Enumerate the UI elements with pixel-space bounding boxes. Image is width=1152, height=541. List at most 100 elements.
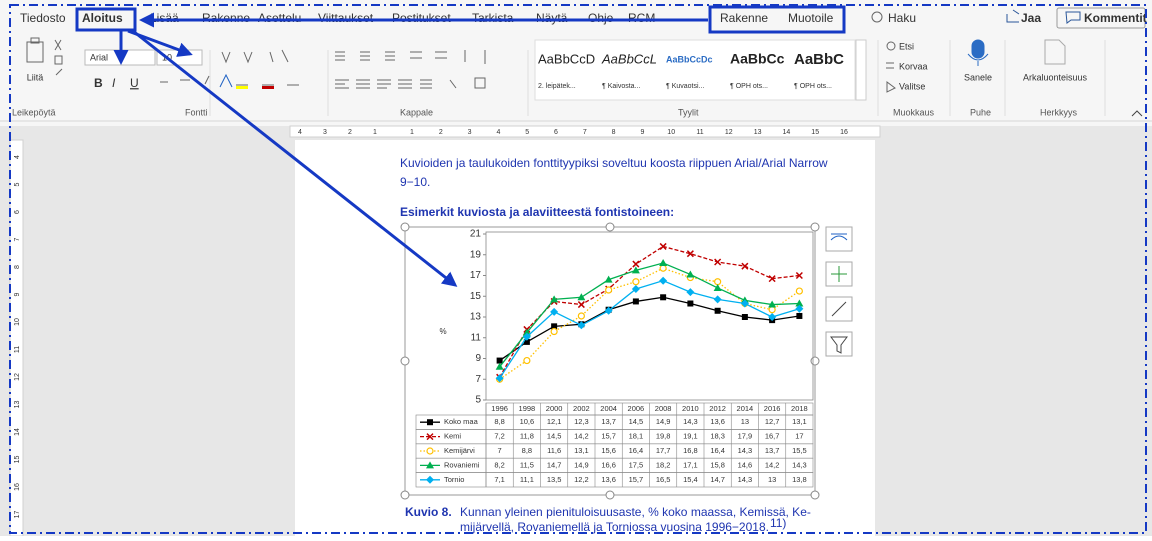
- share-button[interactable]: Jaa: [1021, 11, 1041, 25]
- table-value: 13: [768, 475, 776, 484]
- ruler-number: 2: [348, 129, 352, 136]
- table-value: 13: [741, 417, 749, 426]
- table-value: 13,7: [765, 446, 780, 455]
- style-name[interactable]: ¶ OPH ots...: [730, 83, 768, 90]
- style-sample[interactable]: AaBbCcL: [601, 51, 657, 66]
- style-sample[interactable]: AaBbCcD: [538, 51, 595, 66]
- table-value: 14,5: [629, 417, 644, 426]
- marker: [687, 301, 693, 307]
- group-label: Puhe: [970, 107, 991, 117]
- ribbon-tab[interactable]: Postitukset: [392, 11, 451, 25]
- handle[interactable]: [401, 357, 409, 365]
- x-tick-label: 2008: [655, 404, 672, 413]
- marker: [578, 313, 584, 319]
- handle[interactable]: [606, 491, 614, 499]
- style-sample[interactable]: AaBbCcDc: [666, 54, 713, 64]
- ribbon-tab[interactable]: Aloitus: [82, 11, 123, 25]
- ruler-number: 14: [14, 428, 21, 436]
- ruler-number: 12: [14, 373, 21, 381]
- legend-label: Tornio: [444, 475, 464, 484]
- ribbon-tab[interactable]: Viittaukset: [318, 11, 374, 25]
- handle[interactable]: [811, 491, 819, 499]
- table-value: 13,5: [547, 475, 562, 484]
- table-value: 10,6: [520, 417, 535, 426]
- handle[interactable]: [606, 223, 614, 231]
- handle[interactable]: [401, 223, 409, 231]
- ribbon-tab[interactable]: Tiedosto: [20, 11, 66, 25]
- ribbon-tab[interactable]: Muotoile: [788, 11, 834, 25]
- y-tick-label: 11: [471, 332, 482, 343]
- table-value: 14,3: [792, 460, 807, 469]
- styles-gallery: [535, 40, 855, 100]
- table-value: 17: [795, 432, 803, 441]
- marker: [769, 307, 775, 313]
- ruler-number: 15: [811, 129, 819, 136]
- editing-command[interactable]: Etsi: [899, 41, 914, 51]
- table-value: 16,4: [629, 446, 644, 455]
- search-box[interactable]: Haku: [888, 11, 916, 25]
- y-tick-label: 21: [470, 229, 482, 240]
- table-value: 17,5: [629, 460, 644, 469]
- style-name[interactable]: ¶ Kuvaotsi...: [666, 83, 704, 90]
- ruler-number: 7: [583, 129, 587, 136]
- y-tick-label: 5: [475, 395, 481, 406]
- ribbon-tab[interactable]: Ohje: [588, 11, 614, 25]
- table-value: 13,6: [601, 475, 616, 484]
- marker: [606, 287, 612, 293]
- style-name[interactable]: ¶ OPH ots...: [794, 83, 832, 90]
- handle[interactable]: [811, 357, 819, 365]
- ribbon-tab[interactable]: Rakenne: [720, 11, 768, 25]
- y-tick-label: 15: [470, 291, 482, 302]
- table-value: 14,9: [574, 460, 589, 469]
- handle[interactable]: [401, 491, 409, 499]
- ruler-number: 11: [696, 129, 703, 136]
- y-tick-label: 13: [470, 312, 482, 323]
- marker: [796, 313, 802, 319]
- ribbon-tab[interactable]: Rakenne: [202, 11, 250, 25]
- marker: [715, 308, 721, 314]
- caption-footnote: 11): [770, 516, 786, 530]
- paste-button[interactable]: Liitä: [27, 72, 44, 82]
- body-text: Kuvioiden ja taulukoiden fonttityypiksi …: [400, 156, 828, 170]
- table-value: 12,2: [574, 475, 589, 484]
- editing-command[interactable]: Korvaa: [899, 61, 928, 71]
- dictate-button[interactable]: Sanele: [964, 72, 992, 82]
- layout-options[interactable]: [826, 227, 852, 251]
- x-tick-label: 2000: [546, 404, 563, 413]
- ruler-number: 13: [754, 129, 762, 136]
- table-value: 17,7: [656, 446, 671, 455]
- table-value: 16,5: [656, 475, 671, 484]
- ruler-number: 12: [725, 129, 733, 136]
- style-name[interactable]: 2. leipätek...: [538, 83, 576, 90]
- table-value: 11,6: [547, 446, 561, 455]
- x-tick-label: 2016: [764, 404, 781, 413]
- ribbon-tab[interactable]: Näytä: [536, 11, 568, 25]
- x-tick-label: 2006: [628, 404, 645, 413]
- gallery-scroll[interactable]: [856, 40, 866, 100]
- table-value: 12,1: [547, 417, 562, 426]
- ribbon-tab[interactable]: Asettelu: [258, 11, 301, 25]
- style-name[interactable]: ¶ Kaivosta...: [602, 83, 640, 90]
- table-value: 15,8: [710, 460, 725, 469]
- x-tick-label: 1998: [519, 404, 536, 413]
- font-name[interactable]: Arial: [90, 52, 108, 62]
- table-value: 19,1: [683, 432, 698, 441]
- ribbon-tab[interactable]: Tarkista: [472, 11, 514, 25]
- handle[interactable]: [811, 223, 819, 231]
- table-value: 15,7: [601, 432, 616, 441]
- comments-label[interactable]: Kommentit: [1084, 11, 1147, 25]
- style-sample[interactable]: AaBbC: [794, 51, 844, 68]
- ribbon-tab[interactable]: Lisää: [150, 11, 179, 25]
- ribbon-tab[interactable]: RCM: [628, 11, 655, 25]
- body-text: 9−10.: [400, 175, 430, 189]
- ruler-number: 17: [14, 511, 21, 519]
- format-button[interactable]: B: [94, 76, 103, 90]
- x-tick-label: 2012: [709, 404, 726, 413]
- ruler-number: 16: [840, 129, 848, 136]
- style-sample[interactable]: AaBbCc: [730, 51, 785, 67]
- ruler-number: 13: [14, 401, 21, 409]
- y-tick-label: 17: [470, 270, 482, 281]
- editing-command[interactable]: Valitse: [899, 81, 925, 91]
- ruler-number: 8: [612, 129, 616, 136]
- format-button[interactable]: U: [130, 76, 139, 90]
